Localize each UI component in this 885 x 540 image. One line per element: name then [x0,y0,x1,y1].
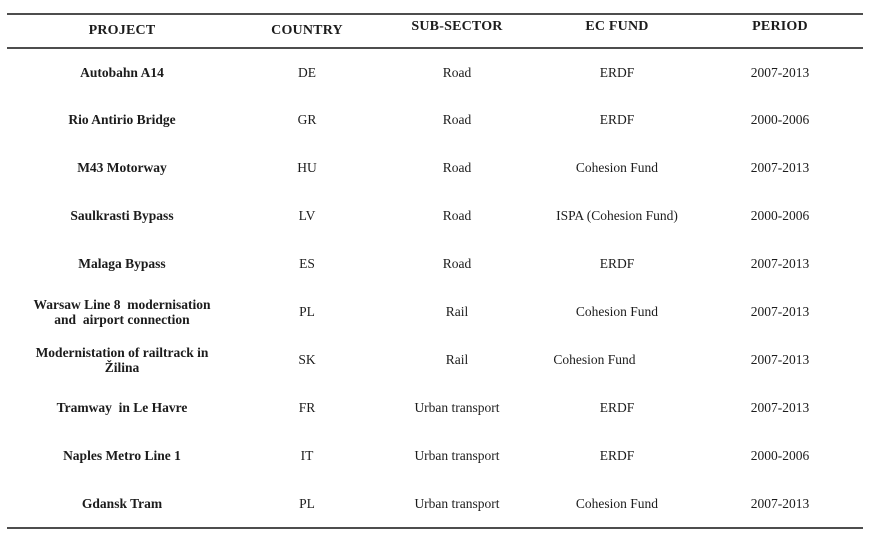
column-header-country: COUNTRY [237,14,377,49]
column-header-sub-sector: SUB-SECTOR [377,14,537,49]
cell-project: Gdansk Tram [81,495,163,511]
cell-project: Saulkrasti Bypass [70,208,174,224]
cell-period: 2007-2013 [750,304,810,319]
cell-sub-sector: Road [442,112,472,127]
cell-country: HU [297,160,317,175]
table-row: Tramway in Le Havre FR Urban transport ERDF… [7,384,863,432]
cell-sub-sector: Rail [445,304,469,319]
cell-sub-sector: Urban transport [414,495,500,511]
cell-country: PL [299,495,315,511]
table-row: Rio Antirio Bridge GR Road ERDF 2000-2006 [7,96,863,144]
cell-period: 2007-2013 [750,160,810,175]
cell-ec-fund: ISPA (Cohesion Fund) [556,208,678,223]
header-row: PROJECT COUNTRY SUB-SECTOR EC FUND PERIO… [7,14,863,49]
cell-sub-sector: Road [442,208,472,223]
cell-sub-sector: Road [442,64,472,80]
cell-country: LV [298,208,316,223]
cell-country: GR [297,112,317,127]
cell-country: ES [299,256,315,271]
cell-period: 2000-2006 [750,208,810,223]
table-row: Malaga Bypass ES Road ERDF 2007-2013 [7,240,863,288]
column-header-ec-fund: EC FUND [537,14,697,49]
cell-sub-sector: Urban transport [414,448,500,463]
cell-period: 2007-2013 [750,64,810,80]
cell-project: Tramway in Le Havre [56,400,188,416]
projects-table: PROJECT COUNTRY SUB-SECTOR EC FUND PERIO… [7,13,863,529]
cell-period: 2007-2013 [750,256,810,271]
cell-ec-fund: ERDF [599,448,635,463]
column-header-project: PROJECT [7,14,237,49]
cell-project: Naples Metro Line 1 [63,448,181,464]
column-header-period: PERIOD [697,14,863,49]
table-row: Saulkrasti Bypass LV Road ISPA (Cohesion Fu… [7,192,863,240]
cell-ec-fund: ERDF [599,400,635,415]
cell-period: 2000-2006 [750,112,810,127]
cell-country: PL [299,304,315,319]
cell-country: IT [300,448,314,463]
cell-project: Rio Antirio Bridge [68,112,176,128]
column-header-country-label: COUNTRY [271,23,343,38]
table-row: Gdansk Tram PL Urban transport Cohesion Fun… [7,480,863,528]
table-row: Autobahn A14 DE Road ERDF 2007-2013 [7,48,863,96]
cell-project: M43 Motorway [77,160,167,176]
document-page: PROJECT COUNTRY SUB-SECTOR EC FUND PERIO… [0,13,885,540]
cell-ec-fund: Cohesion Fund [575,304,659,319]
column-header-period-label: PERIOD [752,19,808,34]
cell-project: Malaga Bypass [78,256,166,272]
cell-period: 2007-2013 [750,352,810,367]
cell-sub-sector: Rail [445,352,469,367]
cell-ec-fund: Cohesion Fund [553,352,636,367]
cell-ec-fund: Cohesion Fund [575,495,659,511]
cell-ec-fund: ERDF [599,64,635,80]
table-row: Naples Metro Line 1 IT Urban transport ERDF… [7,432,863,480]
cell-project: Autobahn A14 [80,64,164,80]
cell-period: 2007-2013 [750,400,810,415]
table-row: Modernistation of railtrack in Žilina SK R… [7,336,863,384]
cell-sub-sector: Road [442,256,472,271]
table-row: Warsaw Line 8 modernisation and airport … [7,288,863,336]
cell-country: SK [298,352,316,367]
cell-period: 2000-2006 [750,448,810,463]
cell-period: 2007-2013 [750,495,810,511]
cell-sub-sector: Urban transport [414,400,500,415]
cell-sub-sector: Road [442,160,472,175]
cell-project: Warsaw Line 8 modernisation and airport … [33,296,211,328]
cell-project: Modernistation of railtrack in Žilina [35,344,209,376]
table-row: M43 Motorway HU Road Cohesion Fund 2007-2013 [7,144,863,192]
cell-country: DE [298,64,316,80]
column-header-sub-sector-label: SUB-SECTOR [411,19,503,34]
column-header-project-label: PROJECT [88,23,156,38]
column-header-ec-fund-label: EC FUND [585,19,649,34]
cell-ec-fund: ERDF [599,112,635,127]
cell-ec-fund: Cohesion Fund [575,160,659,175]
cell-country: FR [298,400,316,415]
cell-ec-fund: ERDF [599,256,635,271]
